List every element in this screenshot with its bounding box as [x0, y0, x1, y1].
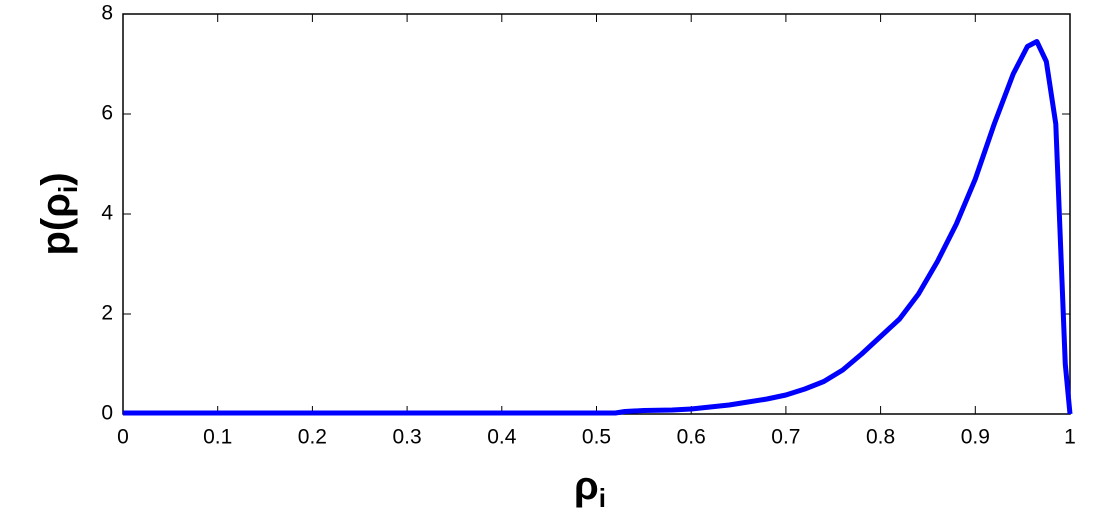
data-line — [123, 39, 1073, 416]
x-axis-label: ρi — [574, 464, 606, 513]
y-label-main: p(ρ — [34, 193, 78, 256]
x-tick-label: 0.8 — [866, 426, 895, 449]
y-label-sub: i — [53, 186, 83, 193]
y-axis-label: p(ρi) — [34, 172, 83, 255]
y-label-end: ) — [34, 172, 78, 185]
x-tick-label: 0.7 — [771, 426, 800, 449]
x-tick-label: 0.6 — [677, 426, 706, 449]
y-tick-label: 4 — [101, 202, 113, 225]
y-tick-label: 6 — [101, 102, 113, 125]
x-tick-label: 0 — [117, 426, 129, 449]
y-tick-label: 0 — [101, 402, 113, 425]
x-tick-label: 1 — [1064, 426, 1076, 449]
x-tick-label: 0.3 — [392, 426, 421, 449]
x-tick-label: 0.1 — [203, 426, 232, 449]
x-label-main: ρ — [574, 464, 599, 508]
x-tick-label: 0.4 — [487, 426, 517, 449]
x-tick-label: 0.2 — [298, 426, 327, 449]
plot-frame — [122, 13, 1071, 415]
y-tick-label: 8 — [101, 2, 113, 25]
y-tick-label: 2 — [101, 302, 113, 325]
x-tick-label: 0.5 — [582, 426, 611, 449]
x-tick-label: 0.9 — [961, 426, 990, 449]
x-label-sub: i — [599, 483, 606, 513]
